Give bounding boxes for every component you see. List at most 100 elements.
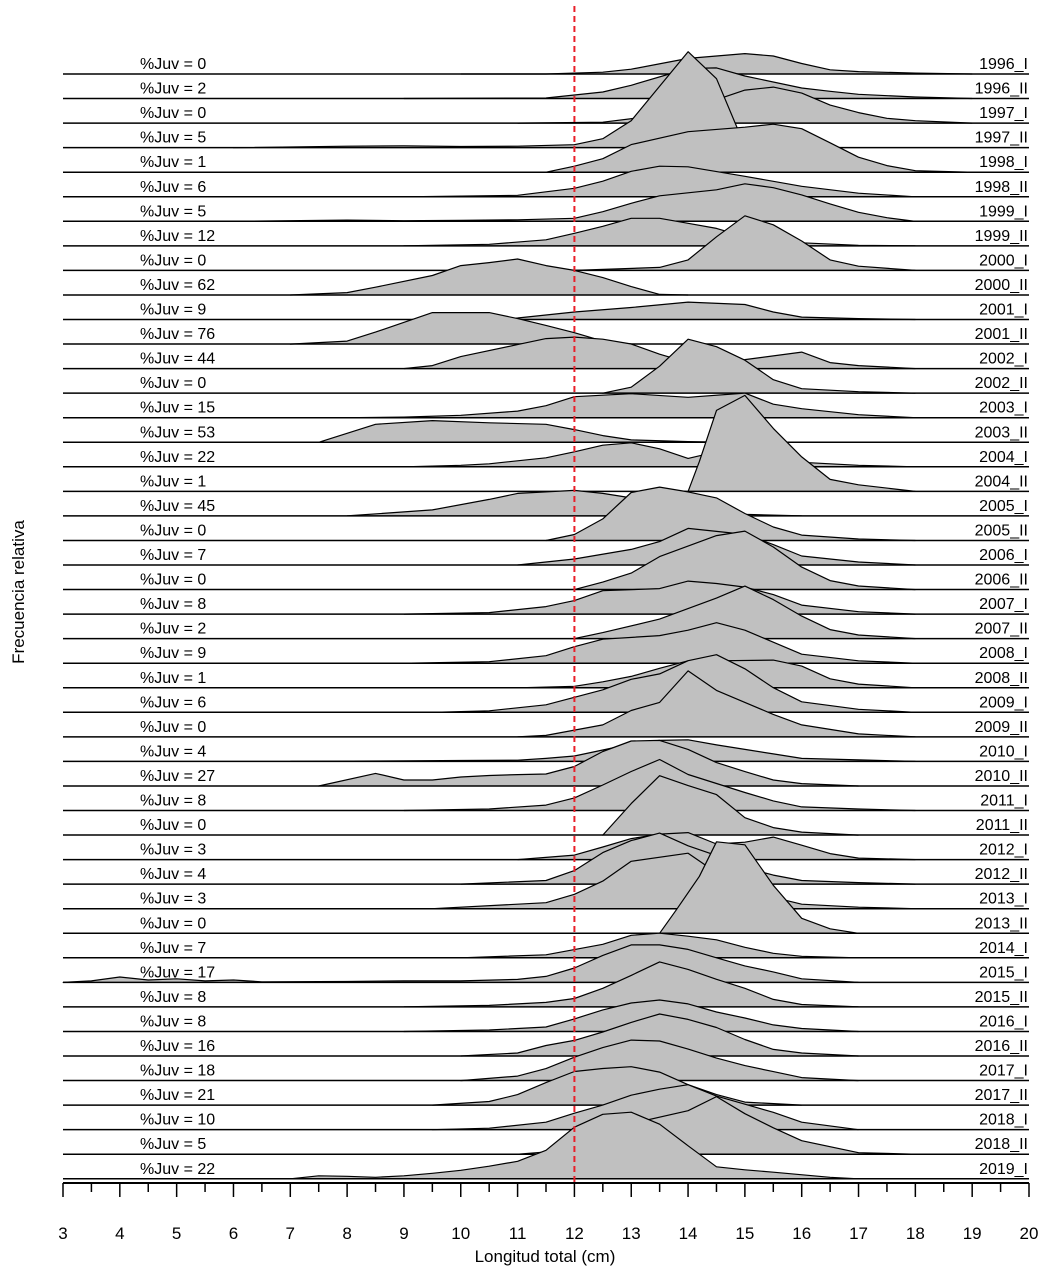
ridge-2002_I bbox=[63, 336, 1029, 370]
ridge-fill bbox=[63, 1040, 1029, 1081]
x-tick-label: 13 bbox=[622, 1224, 641, 1243]
labels-group: %Juv = 0 1996_I %Juv = 2 1996_II %Juv = 0 199… bbox=[140, 56, 1028, 1178]
ridge-fill bbox=[63, 586, 1029, 639]
ridges-group bbox=[62, 51, 1029, 1180]
ridge-line bbox=[289, 258, 689, 296]
ridge-fill bbox=[63, 302, 1029, 320]
juvenile-percent-label: %Juv = 4 bbox=[140, 866, 206, 883]
ridge-2000_II bbox=[63, 258, 1029, 296]
ridge-2003_I bbox=[63, 392, 1029, 419]
series-label: 2004_I bbox=[979, 449, 1028, 466]
ridge-line bbox=[403, 622, 916, 664]
series-label: 1998_II bbox=[975, 179, 1028, 196]
ridge-fill bbox=[63, 183, 1029, 222]
ridge-fill bbox=[63, 1112, 1029, 1179]
x-tick-label: 6 bbox=[229, 1224, 238, 1243]
series-label: 2019_I bbox=[979, 1161, 1028, 1178]
juvenile-percent-label: %Juv = 5 bbox=[140, 1136, 206, 1153]
ridge-2003_II bbox=[63, 420, 1029, 443]
ridge-1996_I bbox=[63, 53, 1029, 75]
series-label: 1997_I bbox=[979, 105, 1028, 122]
series-label: 2000_II bbox=[975, 277, 1028, 294]
ridge-line bbox=[431, 1084, 859, 1131]
series-label: 2009_I bbox=[979, 694, 1028, 711]
x-tick-label: 17 bbox=[849, 1224, 868, 1243]
juvenile-percent-label: %Juv = 12 bbox=[140, 228, 215, 245]
x-tick-label: 11 bbox=[509, 1224, 527, 1243]
ridge-line bbox=[460, 832, 916, 885]
ridge-line bbox=[545, 123, 973, 173]
series-label: 2001_I bbox=[979, 302, 1028, 319]
ridge-fill bbox=[63, 53, 1029, 74]
series-label: 2010_II bbox=[975, 768, 1028, 785]
ridge-line bbox=[432, 1066, 802, 1106]
series-label: 1996_I bbox=[979, 56, 1028, 73]
juvenile-percent-label: %Juv = 8 bbox=[140, 596, 206, 613]
ridge-fill bbox=[63, 1096, 1029, 1155]
ridge-line bbox=[602, 338, 916, 394]
ridge-2018_I bbox=[63, 1084, 1029, 1131]
series-label: 2001_II bbox=[975, 326, 1028, 343]
ridge-line bbox=[573, 530, 916, 591]
juvenile-percent-label: %Juv = 16 bbox=[140, 1038, 215, 1055]
ridge-line bbox=[517, 527, 916, 566]
ridge-2012_II bbox=[63, 832, 1029, 885]
series-label: 2013_I bbox=[979, 891, 1028, 908]
juvenile-percent-label: %Juv = 10 bbox=[140, 1112, 215, 1129]
juvenile-percent-label: %Juv = 9 bbox=[140, 645, 206, 662]
series-label: 2010_I bbox=[979, 743, 1028, 760]
ridge-fill bbox=[63, 740, 1029, 786]
ridge-fill bbox=[63, 259, 1029, 295]
juvenile-percent-label: %Juv = 7 bbox=[140, 940, 206, 957]
juvenile-percent-label: %Juv = 17 bbox=[140, 964, 215, 981]
ridge-line bbox=[460, 53, 973, 75]
series-label: 1996_II bbox=[975, 81, 1028, 98]
juvenile-percent-label: %Juv = 9 bbox=[140, 302, 206, 319]
ridge-fill bbox=[63, 670, 1029, 737]
x-axis-label: Longitud total (cm) bbox=[475, 1247, 616, 1266]
ridge-line bbox=[318, 420, 745, 443]
ridge-2009_I bbox=[63, 654, 1029, 714]
ridge-fill bbox=[63, 490, 1029, 516]
series-label: 2014_I bbox=[979, 940, 1028, 957]
juvenile-percent-label: %Juv = 22 bbox=[140, 1161, 215, 1178]
ridge-line bbox=[602, 775, 859, 836]
series-label: 2011_I bbox=[980, 793, 1028, 810]
series-label: 2015_I bbox=[979, 964, 1028, 981]
ridge-2008_I bbox=[63, 622, 1029, 664]
juvenile-percent-label: %Juv = 53 bbox=[140, 424, 215, 441]
series-label: 2003_I bbox=[979, 400, 1028, 417]
ridge-fill bbox=[63, 581, 1029, 615]
x-axis: 3 4 5 6 7 8 9 10 11 12 13 14 15 16 17 18 19 20 bbox=[58, 1182, 1038, 1243]
juvenile-percent-label: %Juv = 62 bbox=[140, 277, 215, 294]
ridge-line bbox=[460, 932, 859, 959]
ridge-1998_I bbox=[63, 123, 1029, 173]
juvenile-percent-label: %Juv = 0 bbox=[140, 105, 206, 122]
ridge-fill bbox=[63, 395, 1029, 492]
ridge-line bbox=[347, 392, 916, 419]
ridge-fill bbox=[63, 87, 1029, 124]
juvenile-percent-label: %Juv = 0 bbox=[140, 817, 206, 834]
ridge-line bbox=[545, 486, 916, 542]
ridge-line bbox=[659, 841, 859, 934]
juvenile-percent-label: %Juv = 27 bbox=[140, 768, 215, 785]
ridge-2002_II bbox=[63, 338, 1029, 394]
juvenile-percent-label: %Juv = 18 bbox=[140, 1063, 215, 1080]
x-tick-label: 7 bbox=[286, 1224, 295, 1243]
ridge-line bbox=[232, 51, 774, 149]
series-label: 2007_II bbox=[975, 621, 1028, 638]
ridge-line bbox=[403, 999, 859, 1033]
series-label: 2016_II bbox=[975, 1038, 1028, 1055]
ridge-2013_I bbox=[63, 852, 1029, 910]
ridge-fill bbox=[63, 531, 1029, 590]
ridge-2017_II bbox=[63, 1066, 1029, 1106]
ridge-fill bbox=[63, 312, 1029, 345]
juvenile-percent-label: %Juv = 22 bbox=[140, 449, 215, 466]
ridge-line bbox=[573, 585, 916, 640]
x-tick-label: 10 bbox=[451, 1224, 470, 1243]
ridge-2007_II bbox=[63, 585, 1029, 640]
x-tick-label: 18 bbox=[906, 1224, 925, 1243]
series-label: 1997_II bbox=[975, 130, 1028, 147]
x-tick-label: 4 bbox=[115, 1224, 124, 1243]
y-axis-label: Frecuencia relativa bbox=[9, 520, 28, 664]
